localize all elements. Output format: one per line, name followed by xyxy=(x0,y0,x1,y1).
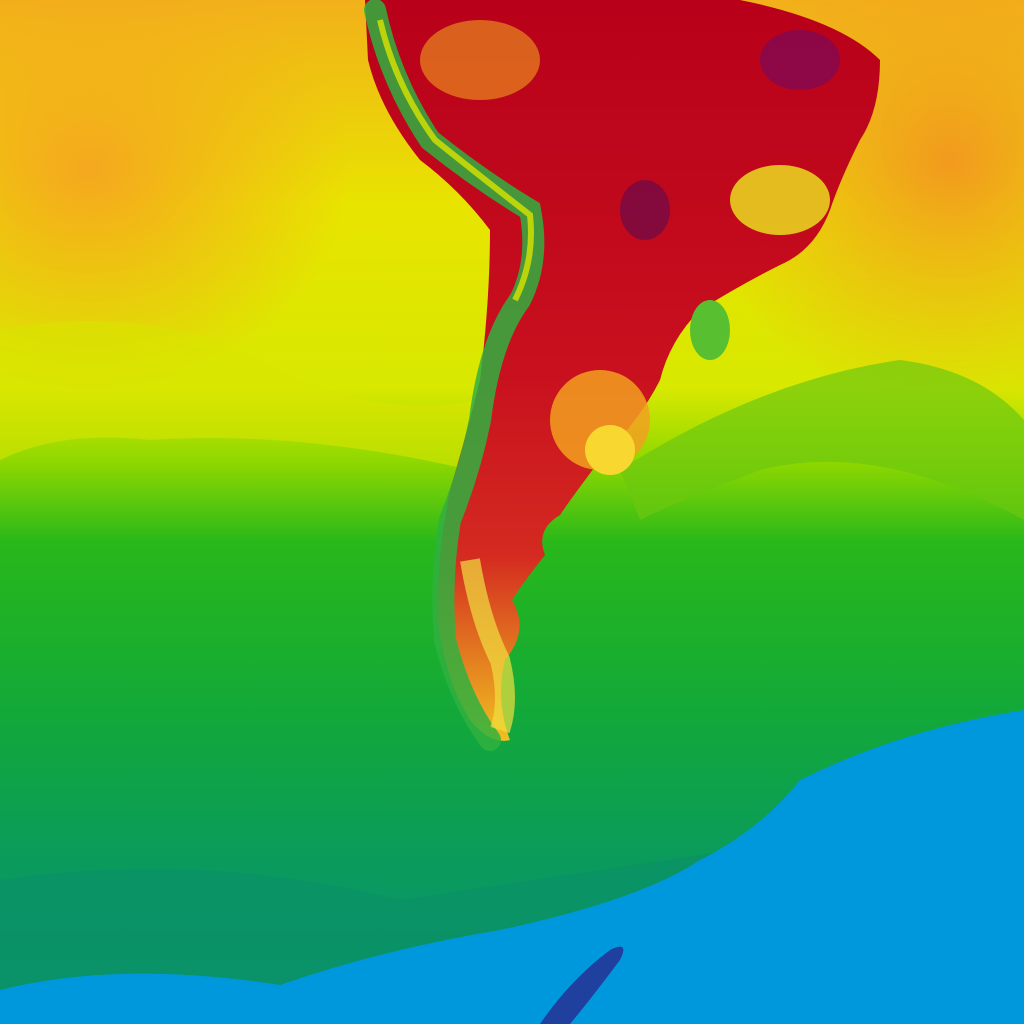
warm-area xyxy=(0,0,350,390)
hot-spot xyxy=(760,30,840,90)
warm-patch xyxy=(585,425,635,475)
cold-ridge xyxy=(540,946,624,1024)
andes-ridge xyxy=(377,19,534,302)
cool-patch xyxy=(690,300,730,360)
andes-ridge xyxy=(364,0,545,751)
patagonia-band xyxy=(460,558,515,734)
warm-patch xyxy=(420,20,540,100)
cool-band xyxy=(620,360,1024,520)
cool-band xyxy=(0,321,480,470)
antarctic-ice xyxy=(0,710,1024,1024)
hot-spot xyxy=(620,180,670,240)
warm-patch xyxy=(730,165,830,235)
